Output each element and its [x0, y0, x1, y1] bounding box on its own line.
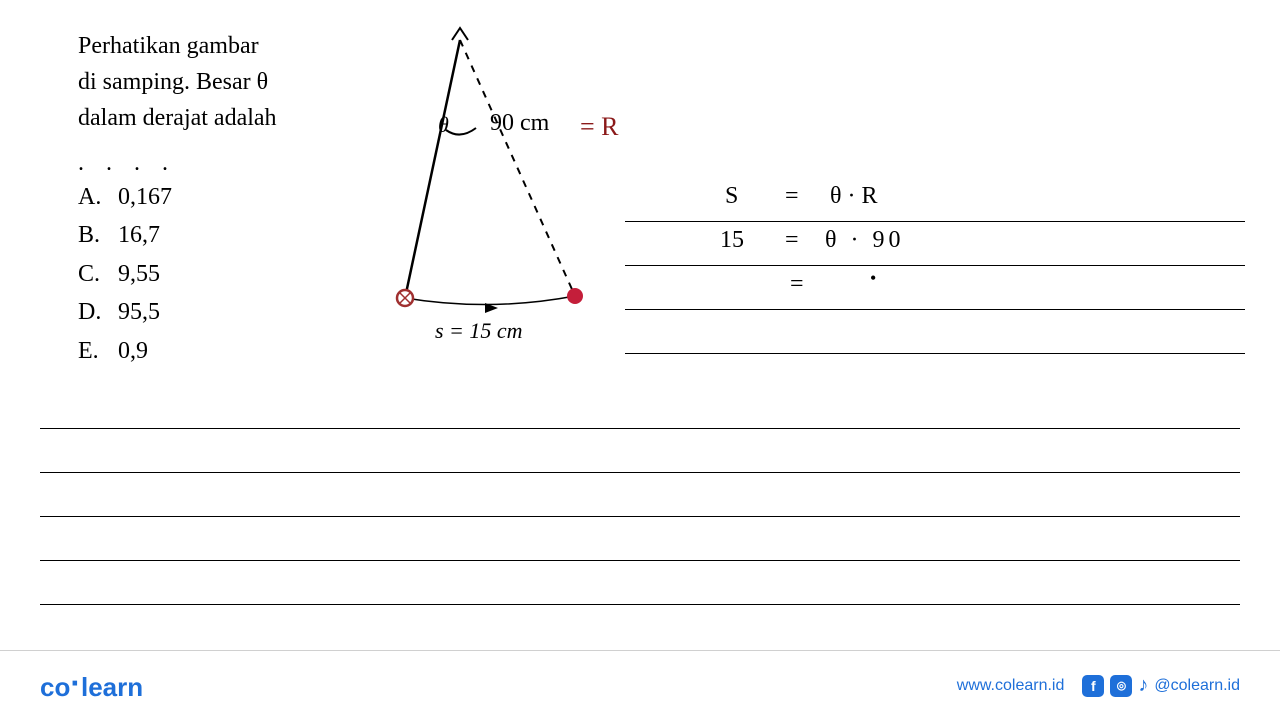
theta-label: θ — [438, 112, 449, 138]
logo-dot-icon: · — [70, 665, 81, 701]
facebook-icon: f — [1082, 675, 1104, 697]
ruled-line — [40, 429, 1240, 473]
work-line-3: = • — [625, 266, 1245, 310]
ruled-line — [40, 517, 1240, 561]
footer: co·learn www.colearn.id f ◎ ♪ @colearn.i… — [0, 650, 1280, 720]
pendulum-diagram — [0, 0, 700, 360]
logo-learn: learn — [81, 672, 143, 702]
instagram-icon: ◎ — [1110, 675, 1132, 697]
social-handle: @colearn.id — [1154, 677, 1240, 695]
radius-label: 90 cm — [490, 110, 549, 137]
arc-label: s = 15 cm — [435, 318, 523, 344]
logo-co: co — [40, 672, 70, 702]
work-line-4 — [625, 310, 1245, 354]
logo: co·learn — [40, 667, 143, 704]
social-icons: f ◎ ♪ @colearn.id — [1082, 674, 1240, 697]
ruled-line — [40, 561, 1240, 605]
work-line-2: 15 = θ · 90 — [625, 222, 1245, 266]
tiktok-icon: ♪ — [1138, 674, 1148, 697]
radius-annotation: = R — [580, 112, 619, 142]
ruled-line — [40, 385, 1240, 429]
work-line-1: S = θ · R — [625, 178, 1245, 222]
ruled-lines — [40, 385, 1240, 605]
website-url: www.colearn.id — [957, 677, 1065, 695]
ruled-line — [40, 473, 1240, 517]
footer-right: www.colearn.id f ◎ ♪ @colearn.id — [957, 674, 1240, 697]
work-area: S = θ · R 15 = θ · 90 = • — [625, 178, 1245, 354]
